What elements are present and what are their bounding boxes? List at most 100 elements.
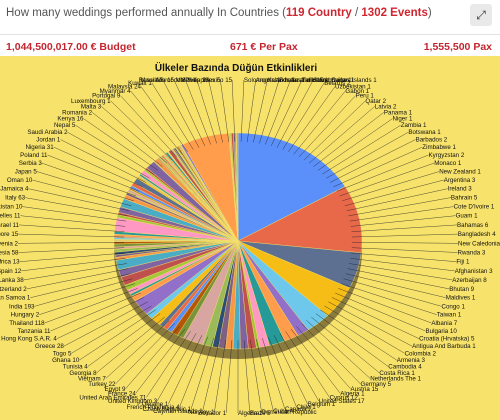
slice-label: Monaco 1 <box>434 160 462 167</box>
leader-line <box>285 331 330 398</box>
leader-line <box>151 82 194 150</box>
slice-label: United States 17 <box>319 398 365 405</box>
leader-line <box>32 179 132 206</box>
slice-label: Tanzania 11 <box>18 328 51 335</box>
leader-line <box>23 263 127 281</box>
event-count: 1302 Events <box>361 7 428 19</box>
leader-line <box>91 112 163 167</box>
leader-line <box>87 313 161 367</box>
leader-line <box>47 154 140 192</box>
slice-label: Italy 63 <box>5 195 26 202</box>
leader-line <box>60 139 146 183</box>
slice-label: Australia 15 <box>291 77 324 84</box>
leader-line <box>53 146 143 187</box>
leader-line <box>293 90 346 155</box>
slice-label: Niger 1 <box>393 116 414 123</box>
leader-line <box>339 162 435 197</box>
slice-label: Myanmar 4 <box>100 88 132 95</box>
leader-line <box>18 233 125 238</box>
leader-line <box>220 79 229 143</box>
leader-line <box>110 100 173 161</box>
slice-label: Bhutan 9 <box>449 286 474 293</box>
leader-line <box>352 242 459 244</box>
slice-label: Ghana 10 <box>52 357 80 364</box>
slice-label: Israel 11 <box>0 222 20 229</box>
slice-label: Georgia 8 <box>69 370 97 377</box>
slice-label: Barbados 2 <box>416 137 448 144</box>
title-suffix: ) <box>427 7 432 19</box>
slice-label: Cambodia 4 <box>388 364 422 371</box>
slice-label: Mexico 15 <box>204 77 233 84</box>
slice-label: Costa Rica 1 <box>379 370 415 377</box>
slice-label: Latvia 2 <box>375 103 397 110</box>
leader-line <box>322 125 401 175</box>
leader-line <box>350 258 455 272</box>
leader-line <box>243 340 250 413</box>
slice-label: Congo 1 <box>442 303 466 310</box>
leader-line <box>44 288 138 324</box>
leader-line <box>308 106 375 164</box>
slice-label: New Zealand 1 <box>439 169 481 176</box>
leader-line <box>271 79 303 146</box>
slice-label: Norway 1 <box>188 409 215 416</box>
leader-line <box>344 179 444 206</box>
leader-line <box>39 283 135 315</box>
slice-label: Belgium 1 <box>308 401 336 408</box>
slice-label: Fiji 1 <box>456 259 470 266</box>
slice-label: Vietnam 7 <box>78 376 106 383</box>
leader-line <box>101 106 168 164</box>
slice-label: Bulgaria 10 <box>426 328 458 335</box>
slice-label: Angola 1 <box>256 77 281 84</box>
leader-line <box>247 79 256 143</box>
slice-label: Oman 10 <box>7 177 33 184</box>
slice-label: Russia 7 <box>139 77 164 84</box>
leader-line <box>311 316 380 373</box>
slice-label: Czech Republic 1 <box>143 406 192 413</box>
slice-label: Zambia 1 <box>401 122 427 129</box>
leader-line <box>75 125 154 175</box>
leader-line <box>202 339 220 411</box>
leader-line <box>157 333 197 402</box>
slice-label: Afghanistan 3 <box>455 268 493 275</box>
slice-label: India 193 <box>9 303 35 310</box>
slice-label: American Samoa 1 <box>0 295 31 302</box>
slice-label: Netherlands The 1 <box>370 376 421 383</box>
expand-icon[interactable]: ⤢ <box>470 4 492 26</box>
slice-label: Guam 1 <box>456 213 479 220</box>
pie-slice[interactable] <box>237 132 239 242</box>
slice-label: Jordan 1 <box>36 137 61 144</box>
leader-line <box>333 146 423 187</box>
leader-line <box>351 247 458 253</box>
leader-line <box>279 333 319 402</box>
slice-label: Bahrain 5 <box>451 195 478 202</box>
slice-label: Japan 5 <box>15 169 38 176</box>
slice-label: Thailand 118 <box>9 320 45 327</box>
pie-slice[interactable] <box>237 132 346 242</box>
slice-label: Rwanda 3 <box>458 250 486 257</box>
slice-label: Singapore 15 <box>0 231 19 238</box>
pie-chart-svg: Ülkeler Bazında Düğün Etkinlikleri Solom… <box>0 61 500 417</box>
leader-line <box>346 188 448 211</box>
slice-label: Maldives 18 <box>176 77 210 84</box>
slice-label: Egypt 9 <box>105 386 127 393</box>
leader-line <box>347 268 450 290</box>
slice-label: Mauritius 15 <box>140 77 174 84</box>
leader-line <box>276 79 314 148</box>
slice-label: Argentina 3 <box>444 177 476 184</box>
slice-label: Nepal 5 <box>54 122 76 129</box>
slice-label: Antigua And Barbuda 1 <box>412 343 476 350</box>
slice-label: Mali 1 <box>180 77 197 84</box>
leader-line <box>301 323 361 385</box>
leader-line <box>306 320 371 379</box>
slice-label: Poland 11 <box>20 152 48 159</box>
slice-label: Belarus 2 <box>324 80 351 87</box>
leader-line <box>296 326 351 389</box>
leader-line <box>196 79 217 144</box>
leader-line <box>290 328 341 394</box>
slice-label: Philippines 5 <box>185 77 221 84</box>
slice-label: Taiwan 1 <box>437 312 462 319</box>
leader-line <box>63 301 148 347</box>
slice-label: Qatar 2 <box>365 98 386 105</box>
leader-line <box>79 309 156 361</box>
slice-label: Cote D'Ivoire 1 <box>454 204 495 211</box>
